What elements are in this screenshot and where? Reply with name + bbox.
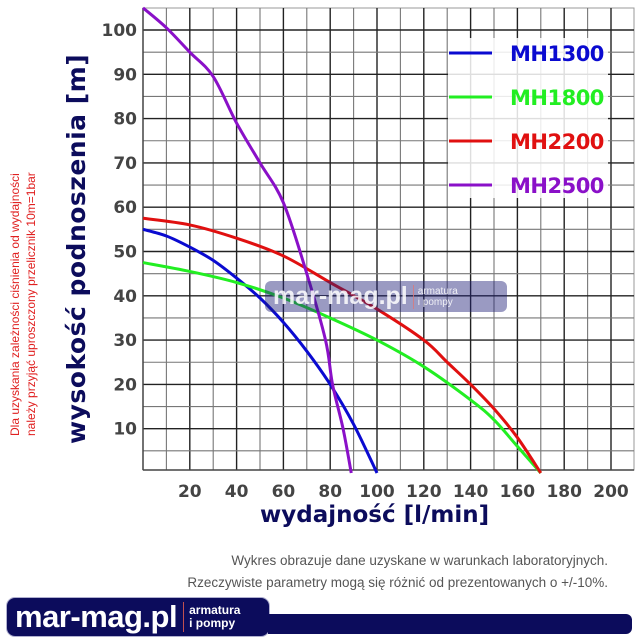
x-tick-label: 20 xyxy=(178,482,202,502)
legend-label-mh2500: MH2500 xyxy=(510,174,604,198)
y-tick-label: 100 xyxy=(102,21,138,41)
x-tick-label: 140 xyxy=(453,482,489,502)
footer-bar xyxy=(268,614,632,634)
y-tick-label: 30 xyxy=(113,331,137,351)
series-line-mh2500 xyxy=(142,6,353,474)
logo-sub1: armatura xyxy=(189,603,241,617)
x-tick-label: 180 xyxy=(546,482,582,502)
x-tick-label: 200 xyxy=(593,482,629,502)
watermark: mar-mag.pl armatura i pompy xyxy=(265,281,507,312)
logo-brand: mar-mag.pl xyxy=(15,599,178,634)
side-note-line-1: Dla uzyskania zależności ciśnienia od wy… xyxy=(8,173,22,436)
series-line-mh1300 xyxy=(142,227,379,474)
x-tick-label: 120 xyxy=(406,482,442,502)
y-tick-label: 20 xyxy=(113,375,137,395)
x-axis-label: wydajność [l/min] xyxy=(260,502,490,528)
side-note-line-2: należy przyjąć uproszczony przelicznik 1… xyxy=(24,172,38,436)
x-tick-label: 80 xyxy=(318,482,342,502)
x-tick-label: 100 xyxy=(359,482,395,502)
x-tick-label: 40 xyxy=(225,482,249,502)
y-tick-label: 40 xyxy=(113,287,137,307)
divider xyxy=(183,602,185,632)
footnote-line-2: Rzeczywiste parametry mogą się różnić od… xyxy=(187,575,608,590)
y-tick-label: 70 xyxy=(113,154,137,174)
legend-label-mh1300: MH1300 xyxy=(510,42,604,66)
brand-logo[interactable]: mar-mag.pl armatura i pompy xyxy=(6,597,270,637)
y-tick-label: 10 xyxy=(113,420,137,440)
x-tick-label: 60 xyxy=(272,482,296,502)
watermark-sub1: armatura xyxy=(417,285,458,297)
watermark-sub2: i pompy xyxy=(417,296,453,308)
legend-background xyxy=(448,38,608,198)
footnote-line-1: Wykres obrazuje dane uzyskane w warunkac… xyxy=(231,553,608,568)
legend-label-mh1800: MH1800 xyxy=(510,86,604,110)
watermark-sub: armatura i pompy xyxy=(418,286,458,308)
logo-sub2: i pompy xyxy=(189,616,236,630)
x-tick-label: 160 xyxy=(500,482,536,502)
y-tick-label: 60 xyxy=(113,198,137,218)
series-line-mh1800 xyxy=(142,261,542,474)
y-tick-label: 50 xyxy=(113,243,137,263)
divider xyxy=(412,284,414,309)
logo-sub: armatura i pompy xyxy=(189,604,240,630)
y-tick-label: 80 xyxy=(113,110,137,130)
y-axis-label: wysokość podnoszenia [m] xyxy=(62,53,91,444)
legend-label-mh2200: MH2200 xyxy=(510,130,604,154)
watermark-brand: mar-mag.pl xyxy=(273,282,408,310)
y-tick-label: 90 xyxy=(113,65,137,85)
series-line-mh2200 xyxy=(142,216,543,474)
